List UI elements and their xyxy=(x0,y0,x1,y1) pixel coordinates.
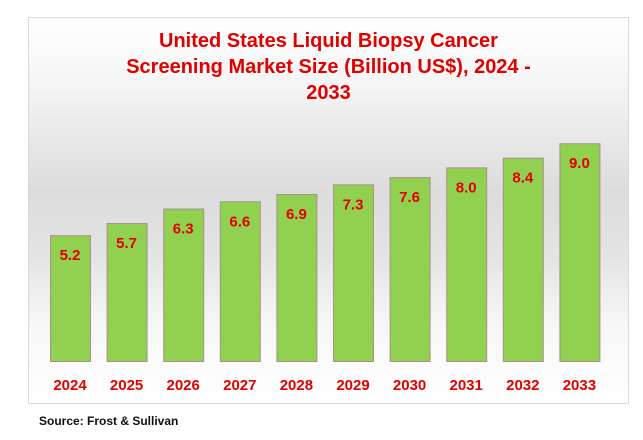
x-tick-label-2027: 2027 xyxy=(223,377,256,394)
data-label-2028: 6.9 xyxy=(286,206,307,223)
x-tick-label-2029: 2029 xyxy=(336,377,369,394)
data-label-2025: 5.7 xyxy=(116,235,137,252)
bar-2031 xyxy=(446,167,488,362)
data-label-2031: 8.0 xyxy=(456,179,477,196)
data-label-2024: 5.2 xyxy=(60,247,81,264)
chart-title-line-3: 2033 xyxy=(306,82,351,104)
data-label-2027: 6.6 xyxy=(229,213,250,230)
bar-2032 xyxy=(502,157,544,362)
x-tick-label-2028: 2028 xyxy=(280,377,313,394)
x-tick-label-2032: 2032 xyxy=(506,377,539,394)
chart-title-line-2: Screening Market Size (Billion US$), 202… xyxy=(126,56,531,78)
x-tick-label-2026: 2026 xyxy=(167,377,200,394)
bar-2029 xyxy=(333,184,374,362)
data-label-2032: 8.4 xyxy=(512,170,534,187)
data-label-2026: 6.3 xyxy=(173,221,194,238)
bar-2027 xyxy=(219,201,261,362)
data-label-2029: 7.3 xyxy=(343,196,364,213)
x-tick-label-2033: 2033 xyxy=(563,377,596,394)
bar-2030 xyxy=(389,177,431,362)
chart-title: United States Liquid Biopsy Cancer Scree… xyxy=(29,28,628,106)
bar-2025 xyxy=(106,223,148,362)
data-label-2033: 9.0 xyxy=(569,155,590,172)
x-tick-label-2025: 2025 xyxy=(110,377,143,394)
bar-2033 xyxy=(559,143,601,362)
x-tick-label-2024: 2024 xyxy=(53,377,87,394)
x-tick-label-2031: 2031 xyxy=(450,377,483,394)
x-tick-label-2030: 2030 xyxy=(393,377,426,394)
bar-2028 xyxy=(276,194,318,362)
bar-2026 xyxy=(163,208,205,362)
source-note: Source: Frost & Sullivan xyxy=(39,414,179,428)
bar-2024 xyxy=(50,235,91,362)
data-label-2030: 7.6 xyxy=(399,189,420,206)
chart-title-line-1: United States Liquid Biopsy Cancer xyxy=(159,30,498,52)
